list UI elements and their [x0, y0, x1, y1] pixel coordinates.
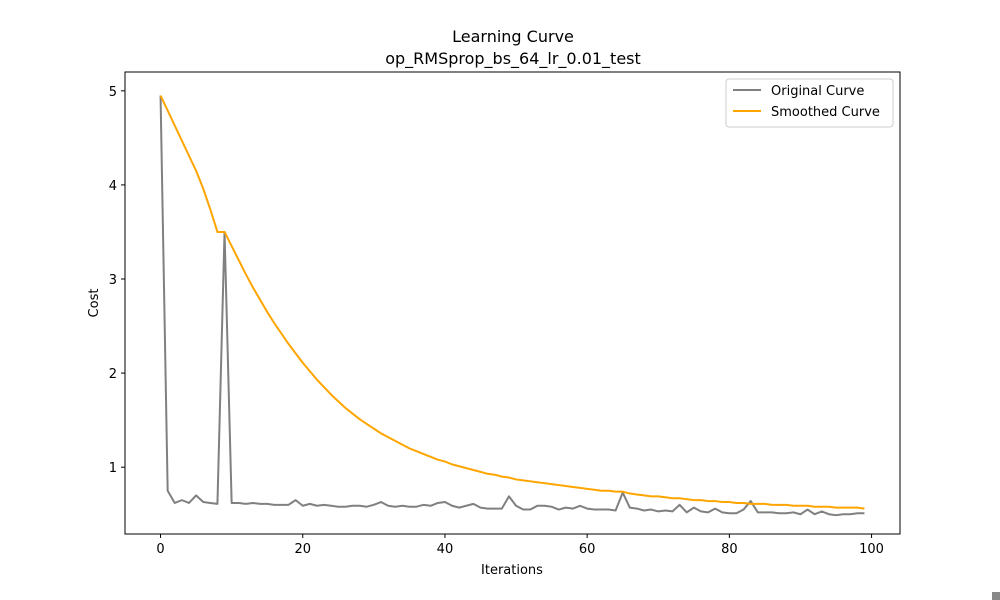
- legend-label-smoothed: Smoothed Curve: [771, 105, 880, 120]
- x-tick-label: 0: [156, 542, 164, 557]
- x-axis-label: Iterations: [481, 563, 543, 578]
- original-curve-line: [159, 95, 865, 517]
- corner-mark: [992, 592, 1000, 600]
- y-tick-label: 2: [109, 367, 117, 382]
- chart-title: Learning Curve: [452, 27, 574, 46]
- smoothed-curve-line: [159, 95, 865, 510]
- tick-layer: 0 20 40 60 80 100 1 2 3 4 5: [109, 85, 884, 557]
- y-tick-label: 3: [109, 273, 117, 288]
- y-tick-label: 4: [109, 179, 117, 194]
- y-axis-label: Cost: [87, 289, 102, 318]
- x-tick-label: 20: [294, 542, 311, 557]
- x-tick-label: 40: [437, 542, 454, 557]
- series-layer: [159, 95, 865, 517]
- plot-frame: [124, 71, 901, 535]
- legend: Original Curve Smoothed Curve: [725, 78, 894, 128]
- x-tick-label: 100: [859, 542, 884, 557]
- plot-area: [125, 72, 900, 534]
- x-tick-label: 60: [579, 542, 596, 557]
- legend-box: [725, 78, 894, 128]
- x-tick-label: 80: [721, 542, 738, 557]
- y-tick-label: 1: [109, 461, 117, 476]
- y-tick-label: 5: [109, 85, 117, 100]
- legend-label-original: Original Curve: [771, 84, 864, 99]
- chart-subtitle: op_RMSprop_bs_64_lr_0.01_test: [385, 49, 641, 69]
